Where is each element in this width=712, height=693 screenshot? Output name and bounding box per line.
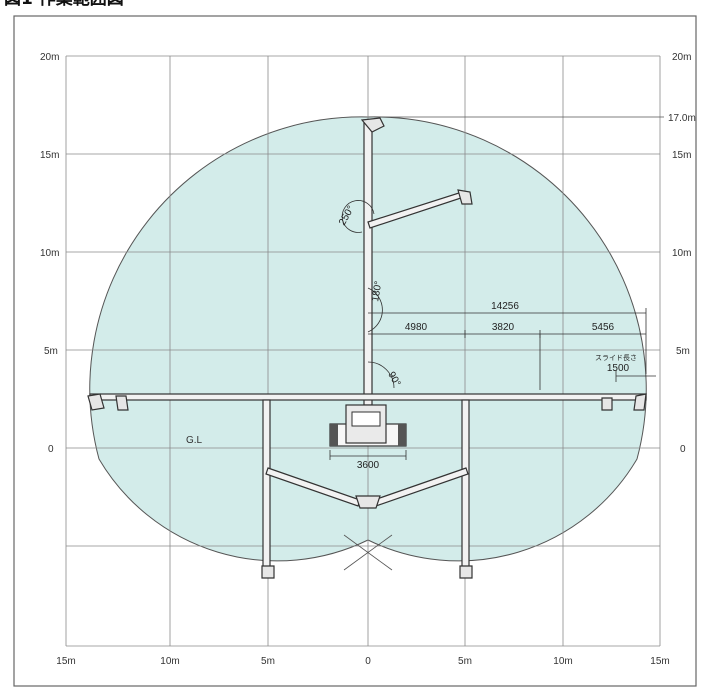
left-down-arm [262, 399, 271, 571]
left-down-bucket [261, 565, 275, 579]
center-low-bucket [355, 495, 381, 509]
envelope-cross [343, 534, 393, 571]
figure-title: 図1 作業範囲図 [4, 0, 124, 9]
right-bucket [633, 393, 647, 411]
bottom-axis-label: 5m [458, 656, 472, 667]
dim-seg1: 4980 [405, 322, 428, 333]
rotation-arc [341, 200, 375, 233]
right-axis-label: 20m [672, 52, 691, 63]
slide-label: スライド長さ [595, 354, 637, 362]
dim-seg3: 5456 [592, 322, 615, 333]
bottom-axis-label: 5m [261, 656, 275, 667]
right-axis-label: 15m [672, 150, 691, 161]
slide-value: 1500 [607, 363, 630, 374]
right-down-bucket [459, 565, 473, 579]
top-bucket [360, 117, 385, 133]
fold-angle-label: 180° [370, 280, 384, 302]
right-bucket-2 [601, 397, 613, 411]
fold-arc [367, 287, 383, 333]
left-axis-label: 15m [40, 150, 59, 161]
right-down-arm [461, 399, 470, 571]
left-axis-label: 0 [48, 444, 54, 455]
right-axis-label: 5m [676, 346, 690, 357]
bottom-axis-label: 15m [650, 656, 669, 667]
bottom-axis-label: 15m [56, 656, 75, 667]
boom-structure [87, 117, 647, 579]
dimension-lines [368, 308, 656, 390]
bottom-axis-label: 0 [365, 656, 371, 667]
bottom-axis-label: 10m [160, 656, 179, 667]
ground-label: G.L [186, 435, 203, 446]
truck-body [329, 404, 407, 447]
left-bucket-2 [115, 395, 129, 411]
right-axis-label: 10m [672, 248, 691, 259]
frame [13, 15, 697, 687]
right-axis-label: 0 [680, 444, 686, 455]
left-axis-label: 5m [44, 346, 58, 357]
elevation-arc [367, 361, 395, 389]
left-axis-label: 10m [40, 248, 59, 259]
left-bucket [87, 393, 105, 411]
side-bucket [457, 189, 473, 205]
bottom-axis-label: 10m [553, 656, 572, 667]
grid [65, 55, 661, 647]
horizontal-beam [89, 393, 647, 401]
dim-total: 14256 [491, 301, 519, 312]
left-diag-arm [265, 467, 361, 507]
right-axis-label: 17.0m [668, 113, 696, 124]
truck-width-label: 3600 [357, 460, 380, 471]
left-axis-label: 20m [40, 52, 59, 63]
dim-seg2: 3820 [492, 322, 515, 333]
